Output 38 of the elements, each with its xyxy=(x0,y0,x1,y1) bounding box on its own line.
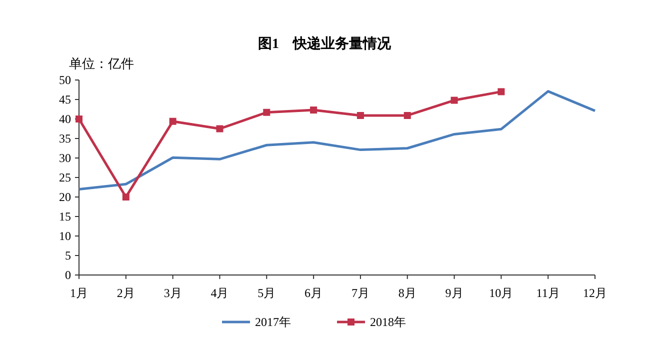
y-tick-label: 50 xyxy=(59,73,71,88)
point xyxy=(122,194,130,200)
x-tick-label: 6月 xyxy=(304,286,323,300)
x-tick-label: 12月 xyxy=(583,286,607,300)
point xyxy=(404,112,411,119)
y-tick-label: 25 xyxy=(59,170,71,185)
y-tick-label: 15 xyxy=(59,210,71,224)
y-axis-title: 单位：亿件 xyxy=(69,56,134,71)
point xyxy=(310,106,318,114)
legend-label: 2017年 xyxy=(255,315,291,330)
x-tick-label: 3月 xyxy=(164,286,182,300)
x-tick-label: 1月 xyxy=(70,286,88,300)
x-tick-label: 8月 xyxy=(398,286,416,300)
point xyxy=(450,96,458,104)
point xyxy=(263,108,270,116)
legend-label: 2018年 xyxy=(370,315,406,330)
x-tick-label: 4月 xyxy=(210,286,229,300)
x-tick-label: 2月 xyxy=(116,286,135,300)
x-tick-label: 5月 xyxy=(258,286,276,300)
y-tick-label: 10 xyxy=(59,229,71,244)
point xyxy=(216,125,224,132)
y-tick-label: 40 xyxy=(59,112,71,126)
x-tick-label: 10月 xyxy=(489,286,514,300)
y-tick-label: 45 xyxy=(59,92,71,107)
y-tick-label: 5 xyxy=(65,248,71,263)
y-tick-label: 0 xyxy=(65,268,71,282)
x-tick-label: 11月 xyxy=(536,286,560,300)
point xyxy=(76,116,82,122)
x-tick-label: 7月 xyxy=(351,286,370,300)
point xyxy=(169,118,176,125)
y-tick-label: 30 xyxy=(59,151,71,166)
y-tick-label: 20 xyxy=(59,190,71,204)
line-series xyxy=(78,90,596,190)
chart-title: 图1 快递业务量情况 xyxy=(258,35,392,52)
x-tick-label: 9月 xyxy=(445,286,464,300)
point xyxy=(356,112,364,119)
point xyxy=(498,88,505,96)
y-tick-label: 35 xyxy=(59,132,71,146)
